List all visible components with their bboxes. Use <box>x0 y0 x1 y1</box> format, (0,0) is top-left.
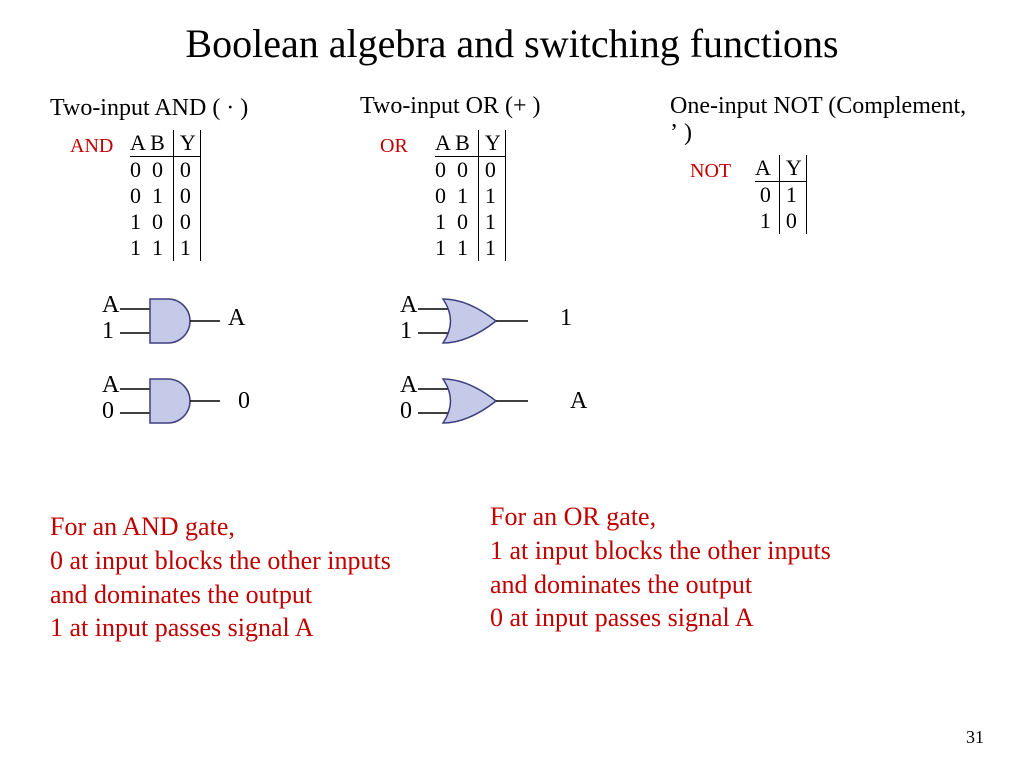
and-gate1-in-bot: 1 <box>102 318 114 345</box>
not-truth-table: A Y 0 1 1 0 <box>755 155 807 234</box>
tt-cell: 1 1 <box>130 235 174 261</box>
and-description: For an AND gate, 0 at input blocks the o… <box>50 510 391 645</box>
tt-header-right: Y <box>479 130 506 156</box>
tt-cell: 1 <box>479 183 506 209</box>
or-gate-label: OR <box>380 135 408 158</box>
or-gate-icon <box>418 295 558 350</box>
or-gate1-out: 1 <box>560 305 572 332</box>
not-heading: One-input NOT (Complement, ʼ ) <box>670 93 970 147</box>
tt-cell: 0 <box>174 209 201 235</box>
or-description: For an OR gate, 1 at input blocks the ot… <box>490 500 831 635</box>
tt-cell: 0 0 <box>435 157 479 183</box>
page-title: Boolean algebra and switching functions <box>0 20 1024 67</box>
and-gate2-in-bot: 0 <box>102 398 114 425</box>
tt-cell: 0 <box>174 183 201 209</box>
tt-cell: 1 1 <box>435 235 479 261</box>
tt-cell: 1 <box>479 209 506 235</box>
tt-cell: 0 1 <box>130 183 174 209</box>
or-gate2-in-top: A <box>400 372 417 399</box>
tt-cell: 1 0 <box>130 209 174 235</box>
tt-header-left: A B <box>435 130 479 156</box>
and-gate2-in-top: A <box>102 372 119 399</box>
or-gate1-in-top: A <box>400 292 417 319</box>
or-heading: Two-input OR (+ ) <box>360 93 541 120</box>
tt-cell: 0 <box>174 157 201 183</box>
and-truth-table: A B Y 0 0 0 0 1 0 1 0 0 1 1 1 <box>130 130 201 261</box>
tt-cell: 0 <box>780 208 807 234</box>
tt-cell: 1 <box>174 235 201 261</box>
and-gate-icon <box>120 375 250 430</box>
and-heading: Two-input AND ( · ) <box>50 95 248 122</box>
and-gate2-out: 0 <box>238 388 250 415</box>
not-gate-label: NOT <box>690 160 731 183</box>
tt-cell: 1 <box>755 208 780 234</box>
tt-header-left: A B <box>130 130 174 156</box>
tt-header-right: Y <box>780 155 807 181</box>
tt-cell: 0 1 <box>435 183 479 209</box>
or-gate-icon <box>418 375 558 430</box>
tt-cell: 0 <box>479 157 506 183</box>
tt-header-left: A <box>755 155 780 181</box>
tt-cell: 1 0 <box>435 209 479 235</box>
or-gate2-out: A <box>570 388 587 415</box>
or-gate1-in-bot: 1 <box>400 318 412 345</box>
tt-cell: 1 <box>479 235 506 261</box>
tt-cell: 0 0 <box>130 157 174 183</box>
page-number: 31 <box>966 727 984 748</box>
tt-header-right: Y <box>174 130 201 156</box>
and-gate1-in-top: A <box>102 292 119 319</box>
tt-cell: 0 <box>755 182 780 208</box>
and-gate1-out: A <box>228 305 245 332</box>
or-gate2-in-bot: 0 <box>400 398 412 425</box>
or-truth-table: A B Y 0 0 0 0 1 1 1 0 1 1 1 1 <box>435 130 506 261</box>
tt-cell: 1 <box>780 182 807 208</box>
and-gate-label: AND <box>70 135 113 158</box>
